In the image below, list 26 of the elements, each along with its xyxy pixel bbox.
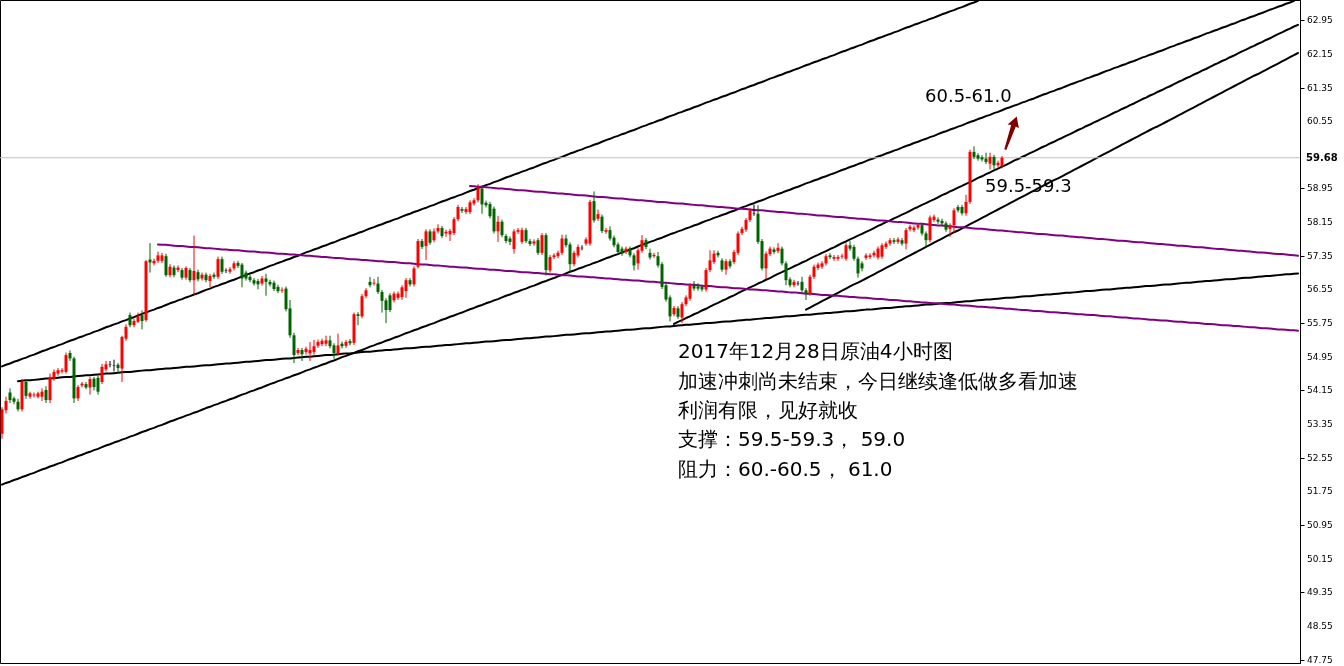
- y-tick-label: 51.75: [1307, 486, 1333, 497]
- ref-line-label: 59.68: [1306, 151, 1338, 163]
- y-tick-label: 54.15: [1307, 385, 1333, 396]
- annotation: 60.5-61.0: [925, 85, 1012, 106]
- annotation: 支撑：59.5-59.3， 59.0: [678, 427, 906, 451]
- y-tick-label: 50.95: [1307, 520, 1333, 531]
- y-tick-label: 58.95: [1307, 183, 1333, 194]
- y-tick-label: 56.55: [1307, 284, 1333, 295]
- y-tick-label: 62.95: [1307, 15, 1333, 26]
- y-tick-label: 55.75: [1307, 318, 1333, 329]
- annotation: 2017年12月28日原油4小时图: [678, 339, 953, 363]
- y-tick-label: 61.35: [1307, 82, 1333, 93]
- y-tick-label: 48.55: [1307, 620, 1333, 631]
- annotation: 阻力：60.-60.5， 61.0: [678, 457, 893, 481]
- y-tick-label: 53.35: [1307, 419, 1333, 430]
- y-tick-label: 47.75: [1307, 654, 1333, 665]
- y-tick-label: 54.95: [1307, 351, 1333, 362]
- y-tick-label: 57.35: [1307, 250, 1333, 261]
- y-tick-label: 49.35: [1307, 587, 1333, 598]
- annotation: 加速冲刺尚未结束，今日继续逢低做多看加速: [678, 369, 1078, 393]
- annotation: 利润有限，见好就收: [678, 398, 858, 422]
- y-tick-label: 62.15: [1307, 48, 1333, 59]
- y-tick-label: 52.55: [1307, 452, 1333, 463]
- y-tick-label: 58.15: [1307, 217, 1333, 228]
- y-tick-label: 50.15: [1307, 553, 1333, 564]
- y-tick-label: 60.55: [1307, 116, 1333, 127]
